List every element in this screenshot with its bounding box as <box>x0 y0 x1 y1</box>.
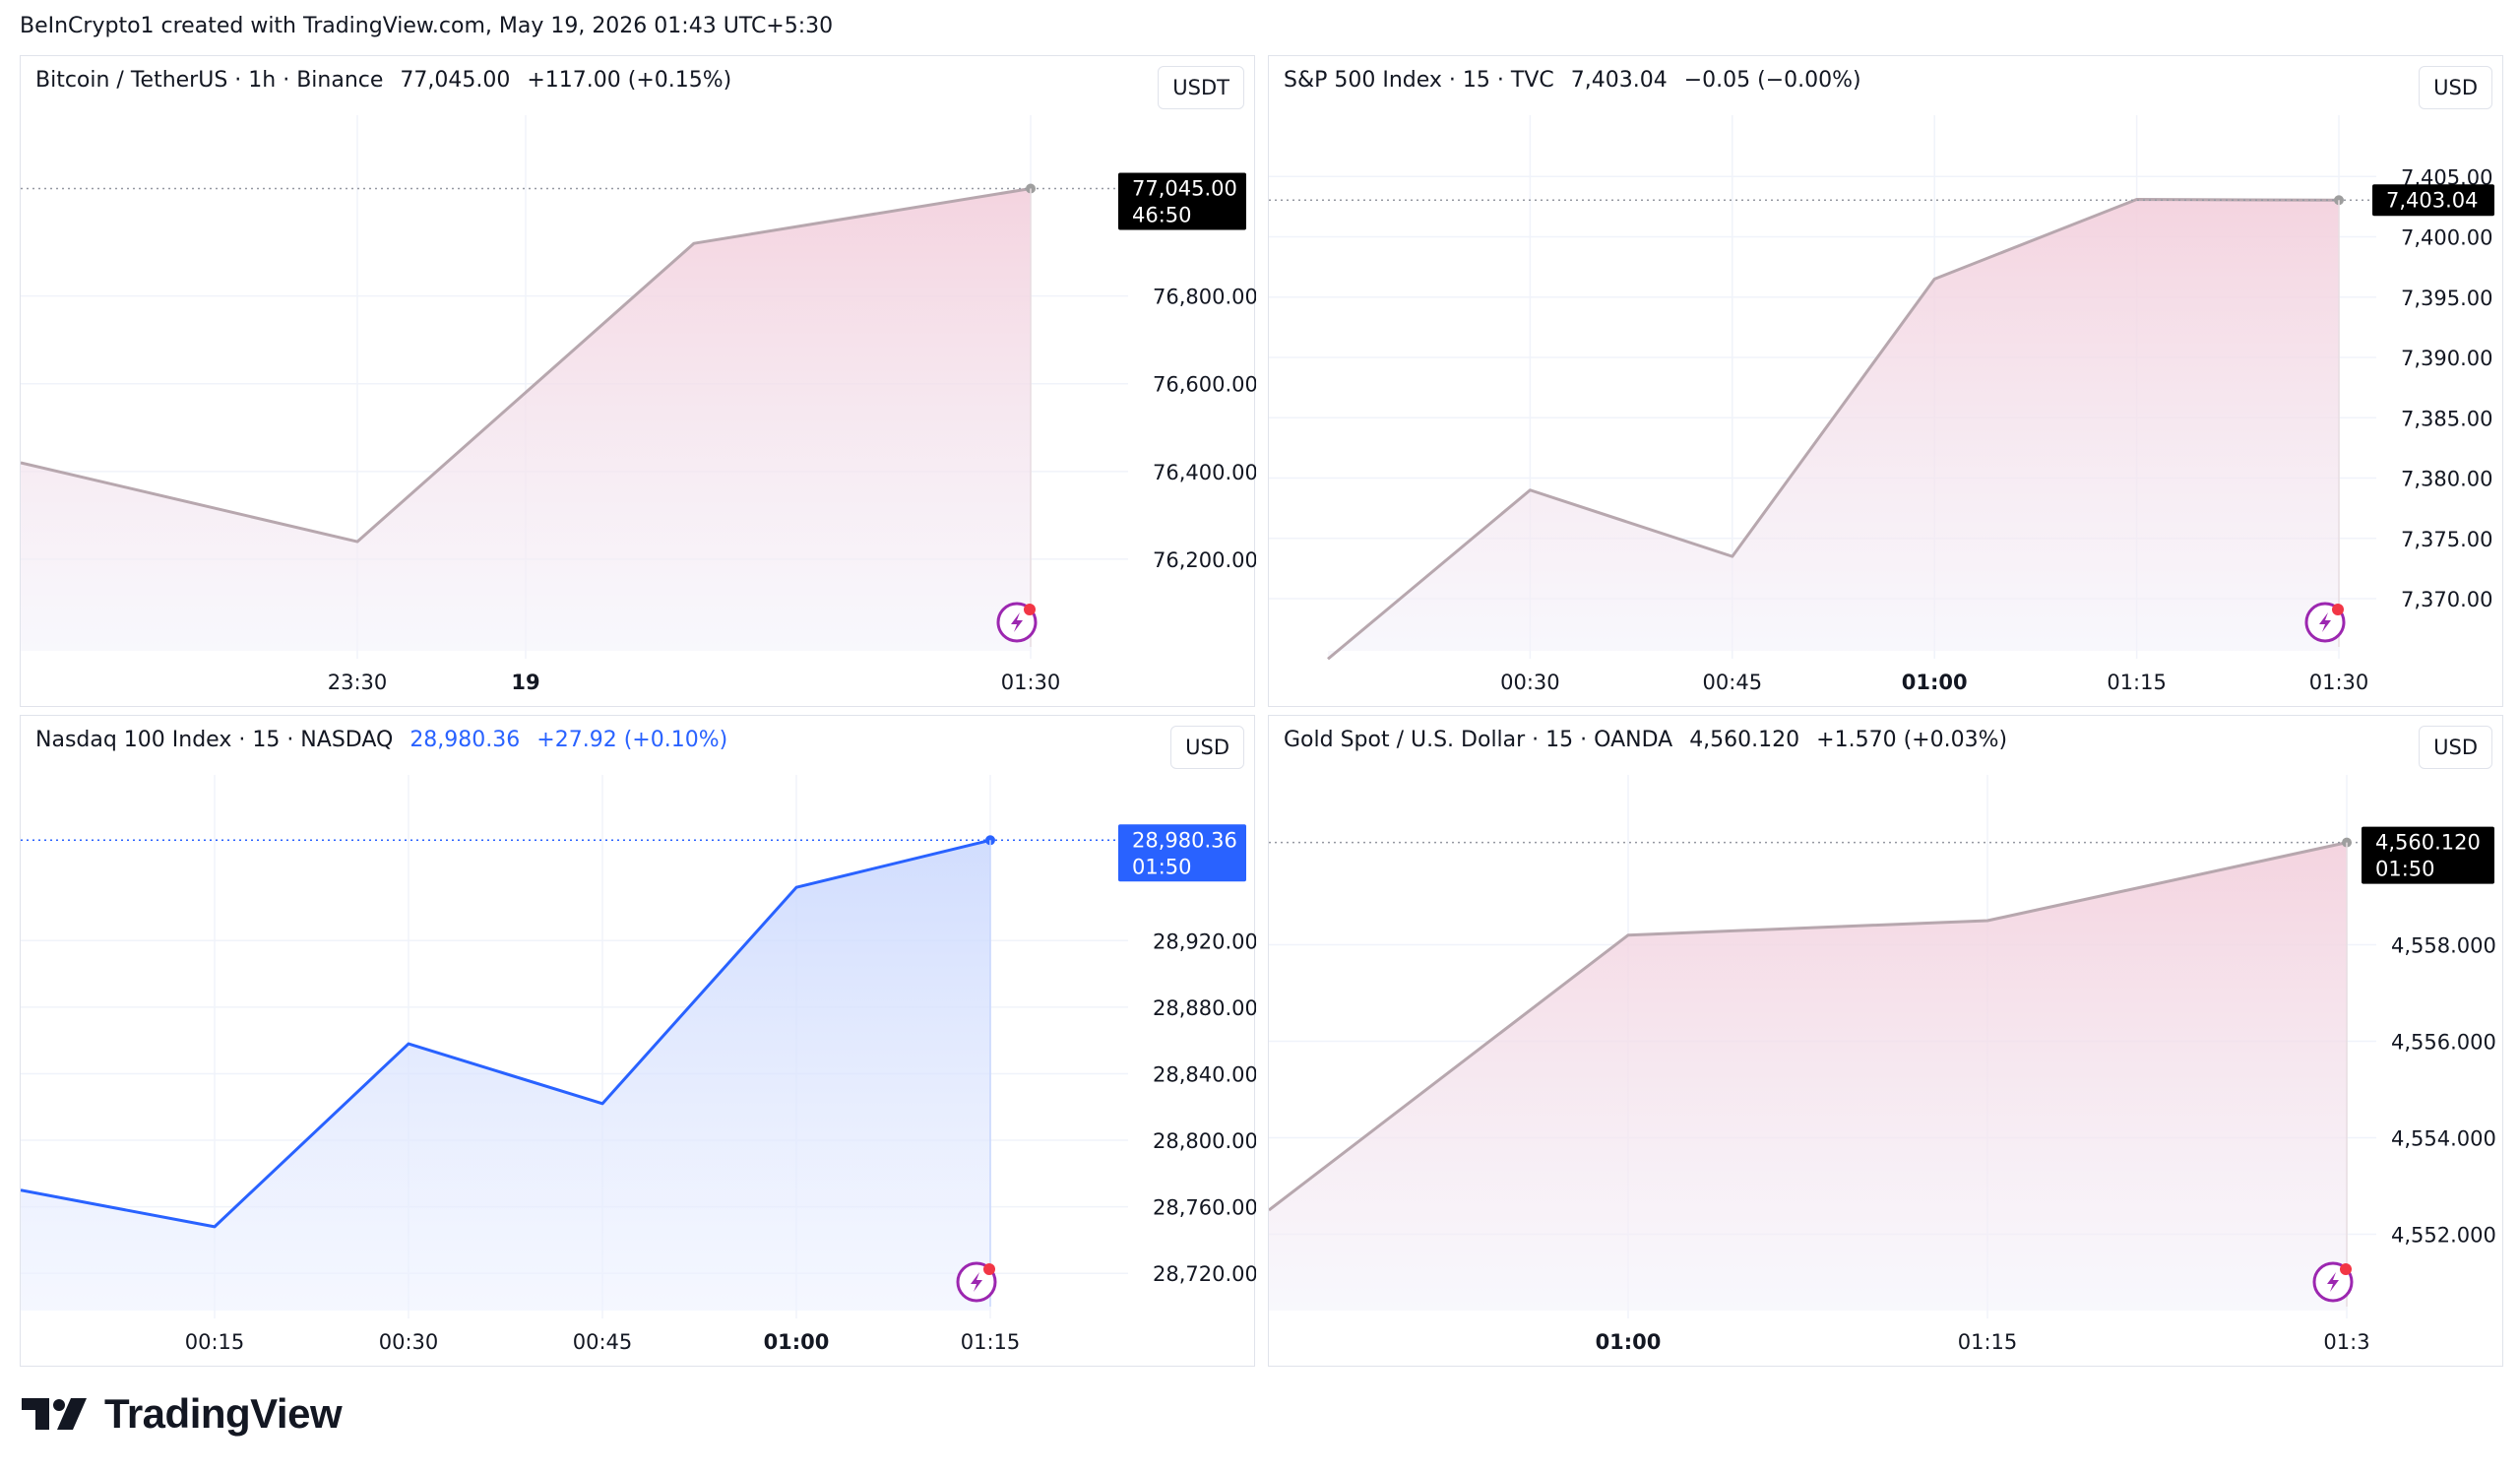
last-price-badge-value: 4,560.120 <box>2375 831 2481 855</box>
currency-button[interactable]: USD <box>2419 726 2492 769</box>
x-axis-tick-label: 00:30 <box>1500 671 1560 694</box>
y-axis-tick-label: 4,552.000 <box>2391 1224 2496 1248</box>
y-axis-tick-label: 76,400.00 <box>1153 461 1256 484</box>
price-line[interactable] <box>1269 841 2348 1212</box>
last-price-badge-value: 7,403.04 <box>2386 188 2479 212</box>
x-axis-tick-label: 01:15 <box>2107 671 2167 694</box>
x-axis-tick-label: 01:3 <box>2323 1330 2369 1354</box>
event-notification-dot <box>1024 604 1036 615</box>
currency-button[interactable]: USD <box>1170 726 1244 769</box>
tradingview-logo[interactable]: TradingView <box>22 1390 343 1438</box>
symbol-legend[interactable]: Bitcoin / TetherUS · 1h · Binance 77,045… <box>35 68 731 93</box>
chart-canvas[interactable]: 7,370.00 7,375.00 7,380.00 7,385.00 7,390.00… <box>1269 56 2504 708</box>
event-notification-dot <box>2340 1263 2352 1275</box>
event-notification-dot <box>983 1263 995 1275</box>
tradingview-logo-icon <box>22 1398 87 1430</box>
x-axis-tick-label: 00:15 <box>185 1330 245 1354</box>
y-axis-tick-label: 28,920.00 <box>1153 929 1256 953</box>
last-price-badge <box>1118 172 1246 230</box>
y-axis-tick-label: 7,385.00 <box>2401 407 2493 430</box>
last-price-badge-value: 28,980.36 <box>1132 828 1237 852</box>
y-axis-tick-label: 7,390.00 <box>2401 347 2493 370</box>
bar-countdown: 46:50 <box>1132 204 1192 227</box>
y-axis-tick-label: 28,840.00 <box>1153 1062 1256 1086</box>
last-price-badge <box>2372 184 2494 217</box>
legend-price: 4,560.120 <box>1689 728 1800 752</box>
chart-canvas[interactable]: 4,552.000 4,554.000 4,556.000 4,558.000 01:0… <box>1269 716 2504 1368</box>
y-axis-tick-label: 7,375.00 <box>2401 528 2493 551</box>
chart-attribution: BeInCrypto1 created with TradingView.com… <box>20 14 834 38</box>
legend-change: −0.05 (−0.00%) <box>1683 68 1861 93</box>
y-axis-tick-label: 7,380.00 <box>2401 468 2493 491</box>
lightning-bolt-icon <box>2327 1272 2339 1292</box>
y-axis-tick-label: 76,800.00 <box>1153 286 1256 309</box>
x-axis-tick-label: 00:45 <box>1703 671 1763 694</box>
price-line[interactable] <box>21 838 991 1229</box>
x-axis-tick-label: 19 <box>511 671 539 694</box>
legend-symbol: Nasdaq 100 Index · 15 · NASDAQ <box>35 728 394 752</box>
chart-canvas[interactable]: 76,200.00 76,400.00 76,600.00 76,800.00 23:3… <box>21 56 1256 708</box>
legend-price: 28,980.36 <box>410 728 521 752</box>
y-axis-tick-label: 28,760.00 <box>1153 1196 1256 1220</box>
chart-panel-bitcoin[interactable]: 76,200.00 76,400.00 76,600.00 76,800.00 23:3… <box>20 55 1256 708</box>
chart-panel-nasdaq[interactable]: 28,720.00 28,760.00 28,800.00 28,840.00 28,8… <box>20 715 1256 1368</box>
last-price-badge-value: 77,045.00 <box>1132 177 1237 201</box>
y-axis-tick-label: 4,556.000 <box>2391 1031 2496 1055</box>
x-axis-tick-label: 01:30 <box>1001 671 1061 694</box>
lightning-bolt-icon <box>1011 612 1023 632</box>
x-axis-tick-label: 01:00 <box>1596 1330 1662 1354</box>
symbol-legend[interactable]: Gold Spot / U.S. Dollar · 15 · OANDA 4,5… <box>1284 728 2007 752</box>
x-axis-tick-label: 01:15 <box>1958 1330 2018 1354</box>
lightning-bolt-icon <box>971 1272 982 1292</box>
y-axis-tick-label: 76,600.00 <box>1153 373 1256 397</box>
y-axis-tick-label: 76,200.00 <box>1153 548 1256 572</box>
symbol-legend[interactable]: S&P 500 Index · 15 · TVC 7,403.04 −0.05 … <box>1284 68 1861 93</box>
chart-panel-sp500[interactable]: 7,370.00 7,375.00 7,380.00 7,385.00 7,390.00… <box>1268 55 2503 707</box>
x-axis-tick-label: 01:00 <box>764 1330 830 1354</box>
y-axis-tick-label: 7,400.00 <box>2401 226 2493 250</box>
price-area-fill <box>1269 842 2347 1311</box>
legend-symbol: Bitcoin / TetherUS · 1h · Binance <box>35 68 384 93</box>
legend-symbol: Gold Spot / U.S. Dollar · 15 · OANDA <box>1284 728 1673 752</box>
x-axis-tick-label: 00:30 <box>379 1330 439 1354</box>
x-axis-tick-label: 01:30 <box>2309 671 2369 694</box>
tradingview-brand: TradingView <box>104 1390 343 1437</box>
chart-canvas[interactable]: 28,720.00 28,760.00 28,800.00 28,840.00 28,8… <box>21 716 1256 1368</box>
last-price-badge <box>2362 826 2494 884</box>
chart-panel-gold[interactable]: 4,552.000 4,554.000 4,556.000 4,558.000 01:0… <box>1268 715 2503 1367</box>
price-area-fill <box>21 840 990 1311</box>
y-axis-tick-label: 7,395.00 <box>2401 287 2493 310</box>
bar-countdown: 01:50 <box>2375 858 2435 881</box>
y-axis-tick-label: 4,558.000 <box>2391 934 2496 958</box>
legend-change: +117.00 (+0.15%) <box>527 68 732 93</box>
x-axis-tick-label: 00:45 <box>573 1330 633 1354</box>
y-axis-tick-label: 28,720.00 <box>1153 1262 1256 1286</box>
y-axis-tick-label: 4,554.000 <box>2391 1127 2496 1151</box>
price-area-fill <box>1328 199 2339 660</box>
currency-button[interactable]: USD <box>2419 66 2492 109</box>
last-price-dot <box>985 835 995 846</box>
y-axis-tick-label: 7,370.00 <box>2401 588 2493 611</box>
legend-change: +1.570 (+0.03%) <box>1816 728 2008 752</box>
y-axis-tick-label: 28,880.00 <box>1153 996 1256 1020</box>
y-axis-tick-label: 28,800.00 <box>1153 1129 1256 1153</box>
currency-button[interactable]: USDT <box>1158 66 1244 109</box>
x-axis-tick-label: 01:15 <box>961 1330 1021 1354</box>
last-price-badge <box>1118 824 1246 882</box>
legend-symbol: S&P 500 Index · 15 · TVC <box>1284 68 1554 93</box>
symbol-legend[interactable]: Nasdaq 100 Index · 15 · NASDAQ 28,980.36… <box>35 728 727 752</box>
price-line[interactable] <box>1327 198 2340 661</box>
x-axis-tick-label: 01:00 <box>1902 671 1968 694</box>
x-axis-tick-label: 23:30 <box>328 671 388 694</box>
legend-price: 77,045.00 <box>400 68 511 93</box>
price-area-fill <box>21 188 1031 651</box>
price-line[interactable] <box>21 187 1032 544</box>
legend-change: +27.92 (+0.10%) <box>536 728 728 752</box>
legend-price: 7,403.04 <box>1570 68 1668 93</box>
lightning-bolt-icon <box>2319 612 2331 632</box>
bar-countdown: 01:50 <box>1132 855 1192 878</box>
event-notification-dot <box>2332 604 2344 615</box>
